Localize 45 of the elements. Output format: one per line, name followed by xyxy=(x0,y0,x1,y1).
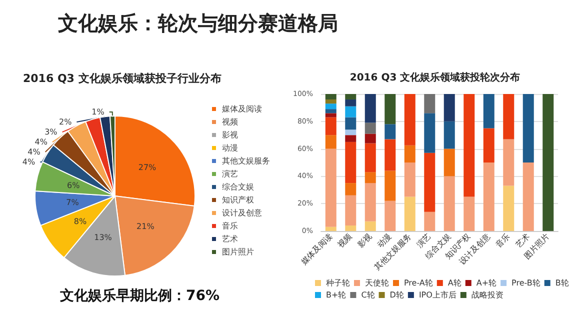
chart-title: 2016 Q3 文化娱乐领域获投轮次分布 xyxy=(350,72,520,84)
data-label: 4% xyxy=(22,158,36,167)
legend-label: IPO上市后 xyxy=(418,290,456,300)
legend-label: B轮 xyxy=(555,278,569,288)
x-tick-label: 影视 xyxy=(356,232,374,250)
x-tick-label: 视频 xyxy=(336,232,354,250)
legend-label: 种子轮 xyxy=(326,278,350,288)
x-tick-label: 音乐 xyxy=(494,232,512,250)
x-tick-label: 动漫 xyxy=(376,232,394,250)
data-label: 13% xyxy=(94,232,112,242)
legend-label: 知识产权 xyxy=(222,196,254,204)
legend-label: B+轮 xyxy=(326,290,346,300)
legend-label: C轮 xyxy=(361,290,375,300)
data-label: 4% xyxy=(28,148,41,157)
text: 文化娱乐早期比例：76% xyxy=(60,287,220,305)
data-label: 1% xyxy=(92,108,105,117)
data-label: 7% xyxy=(66,198,80,208)
data-label: 8% xyxy=(74,216,87,226)
legend-label: 视频 xyxy=(222,118,238,126)
data-label: 6% xyxy=(67,180,80,190)
legend-label: 媒体及阅读 xyxy=(222,104,262,114)
legend-label: 战略投资 xyxy=(471,290,504,300)
legend-label: 动漫 xyxy=(222,144,238,152)
x-tick-label: 媒体及阅读 xyxy=(299,232,334,266)
legend-label: 其他文娱服务 xyxy=(222,156,270,166)
legend-label: 综合文娱 xyxy=(222,182,254,192)
legend-label: Pre-B轮 xyxy=(512,278,540,288)
legend-label: 天使轮 xyxy=(365,278,389,288)
legend-label: 设计及创意 xyxy=(222,208,262,218)
data-label: 21% xyxy=(136,222,155,231)
legend-label: A轮 xyxy=(448,278,462,288)
data-label: 27% xyxy=(138,163,157,172)
data-label: 4% xyxy=(34,138,48,147)
chart-title: 2016 Q3 文化娱乐领域获投子行业分布 xyxy=(23,72,222,85)
legend-label: A+轮 xyxy=(476,278,497,288)
x-tick-label: 演艺 xyxy=(415,232,433,250)
legend-label: Pre-A轮 xyxy=(404,278,433,288)
legend-label: D轮 xyxy=(390,290,404,300)
x-tick-label: 艺术 xyxy=(514,232,532,250)
legend-label: 演艺 xyxy=(222,170,238,178)
legend-label: 影视 xyxy=(222,130,238,140)
legend-label: 音乐 xyxy=(222,222,238,230)
text: 文化娱乐：轮次与细分赛道格局 xyxy=(58,10,338,37)
data-label: 2% xyxy=(58,118,72,127)
data-label: 3% xyxy=(44,128,58,137)
